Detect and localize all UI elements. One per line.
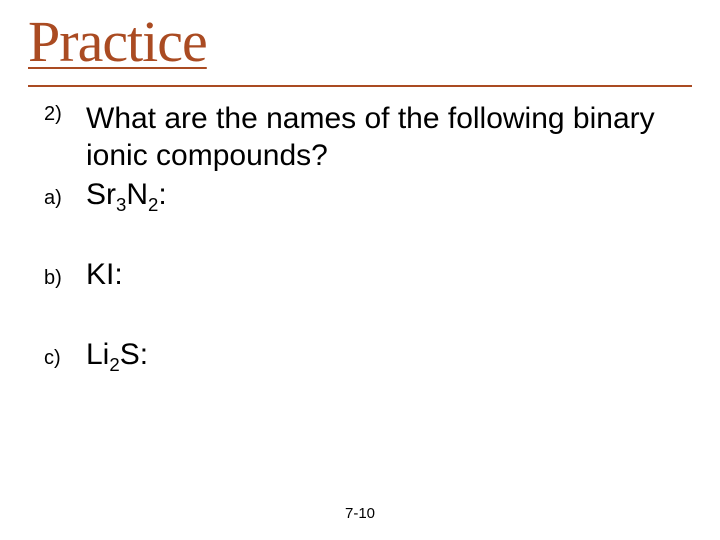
- list-item: c) Li2S:: [44, 338, 692, 372]
- question-row: 2) What are the names of the following b…: [44, 101, 692, 174]
- item-marker-a: a): [44, 187, 86, 210]
- item-formula-b: KI:: [86, 258, 692, 292]
- question-number: 2): [44, 101, 86, 126]
- slide: Practice 2) What are the names of the fo…: [0, 0, 720, 540]
- slide-body: 2) What are the names of the following b…: [28, 101, 692, 372]
- item-formula-a: Sr3N2:: [86, 178, 692, 212]
- item-formula-c: Li2S:: [86, 338, 692, 372]
- title-underline-rule: [28, 85, 692, 87]
- list-item: b) KI:: [44, 258, 692, 292]
- item-marker-c: c): [44, 347, 86, 370]
- list-item: a) Sr3N2:: [44, 178, 692, 212]
- slide-footer: 7-10: [0, 505, 720, 522]
- item-marker-b: b): [44, 267, 86, 290]
- slide-title: Practice: [28, 8, 692, 75]
- question-text: What are the names of the following bina…: [86, 101, 692, 174]
